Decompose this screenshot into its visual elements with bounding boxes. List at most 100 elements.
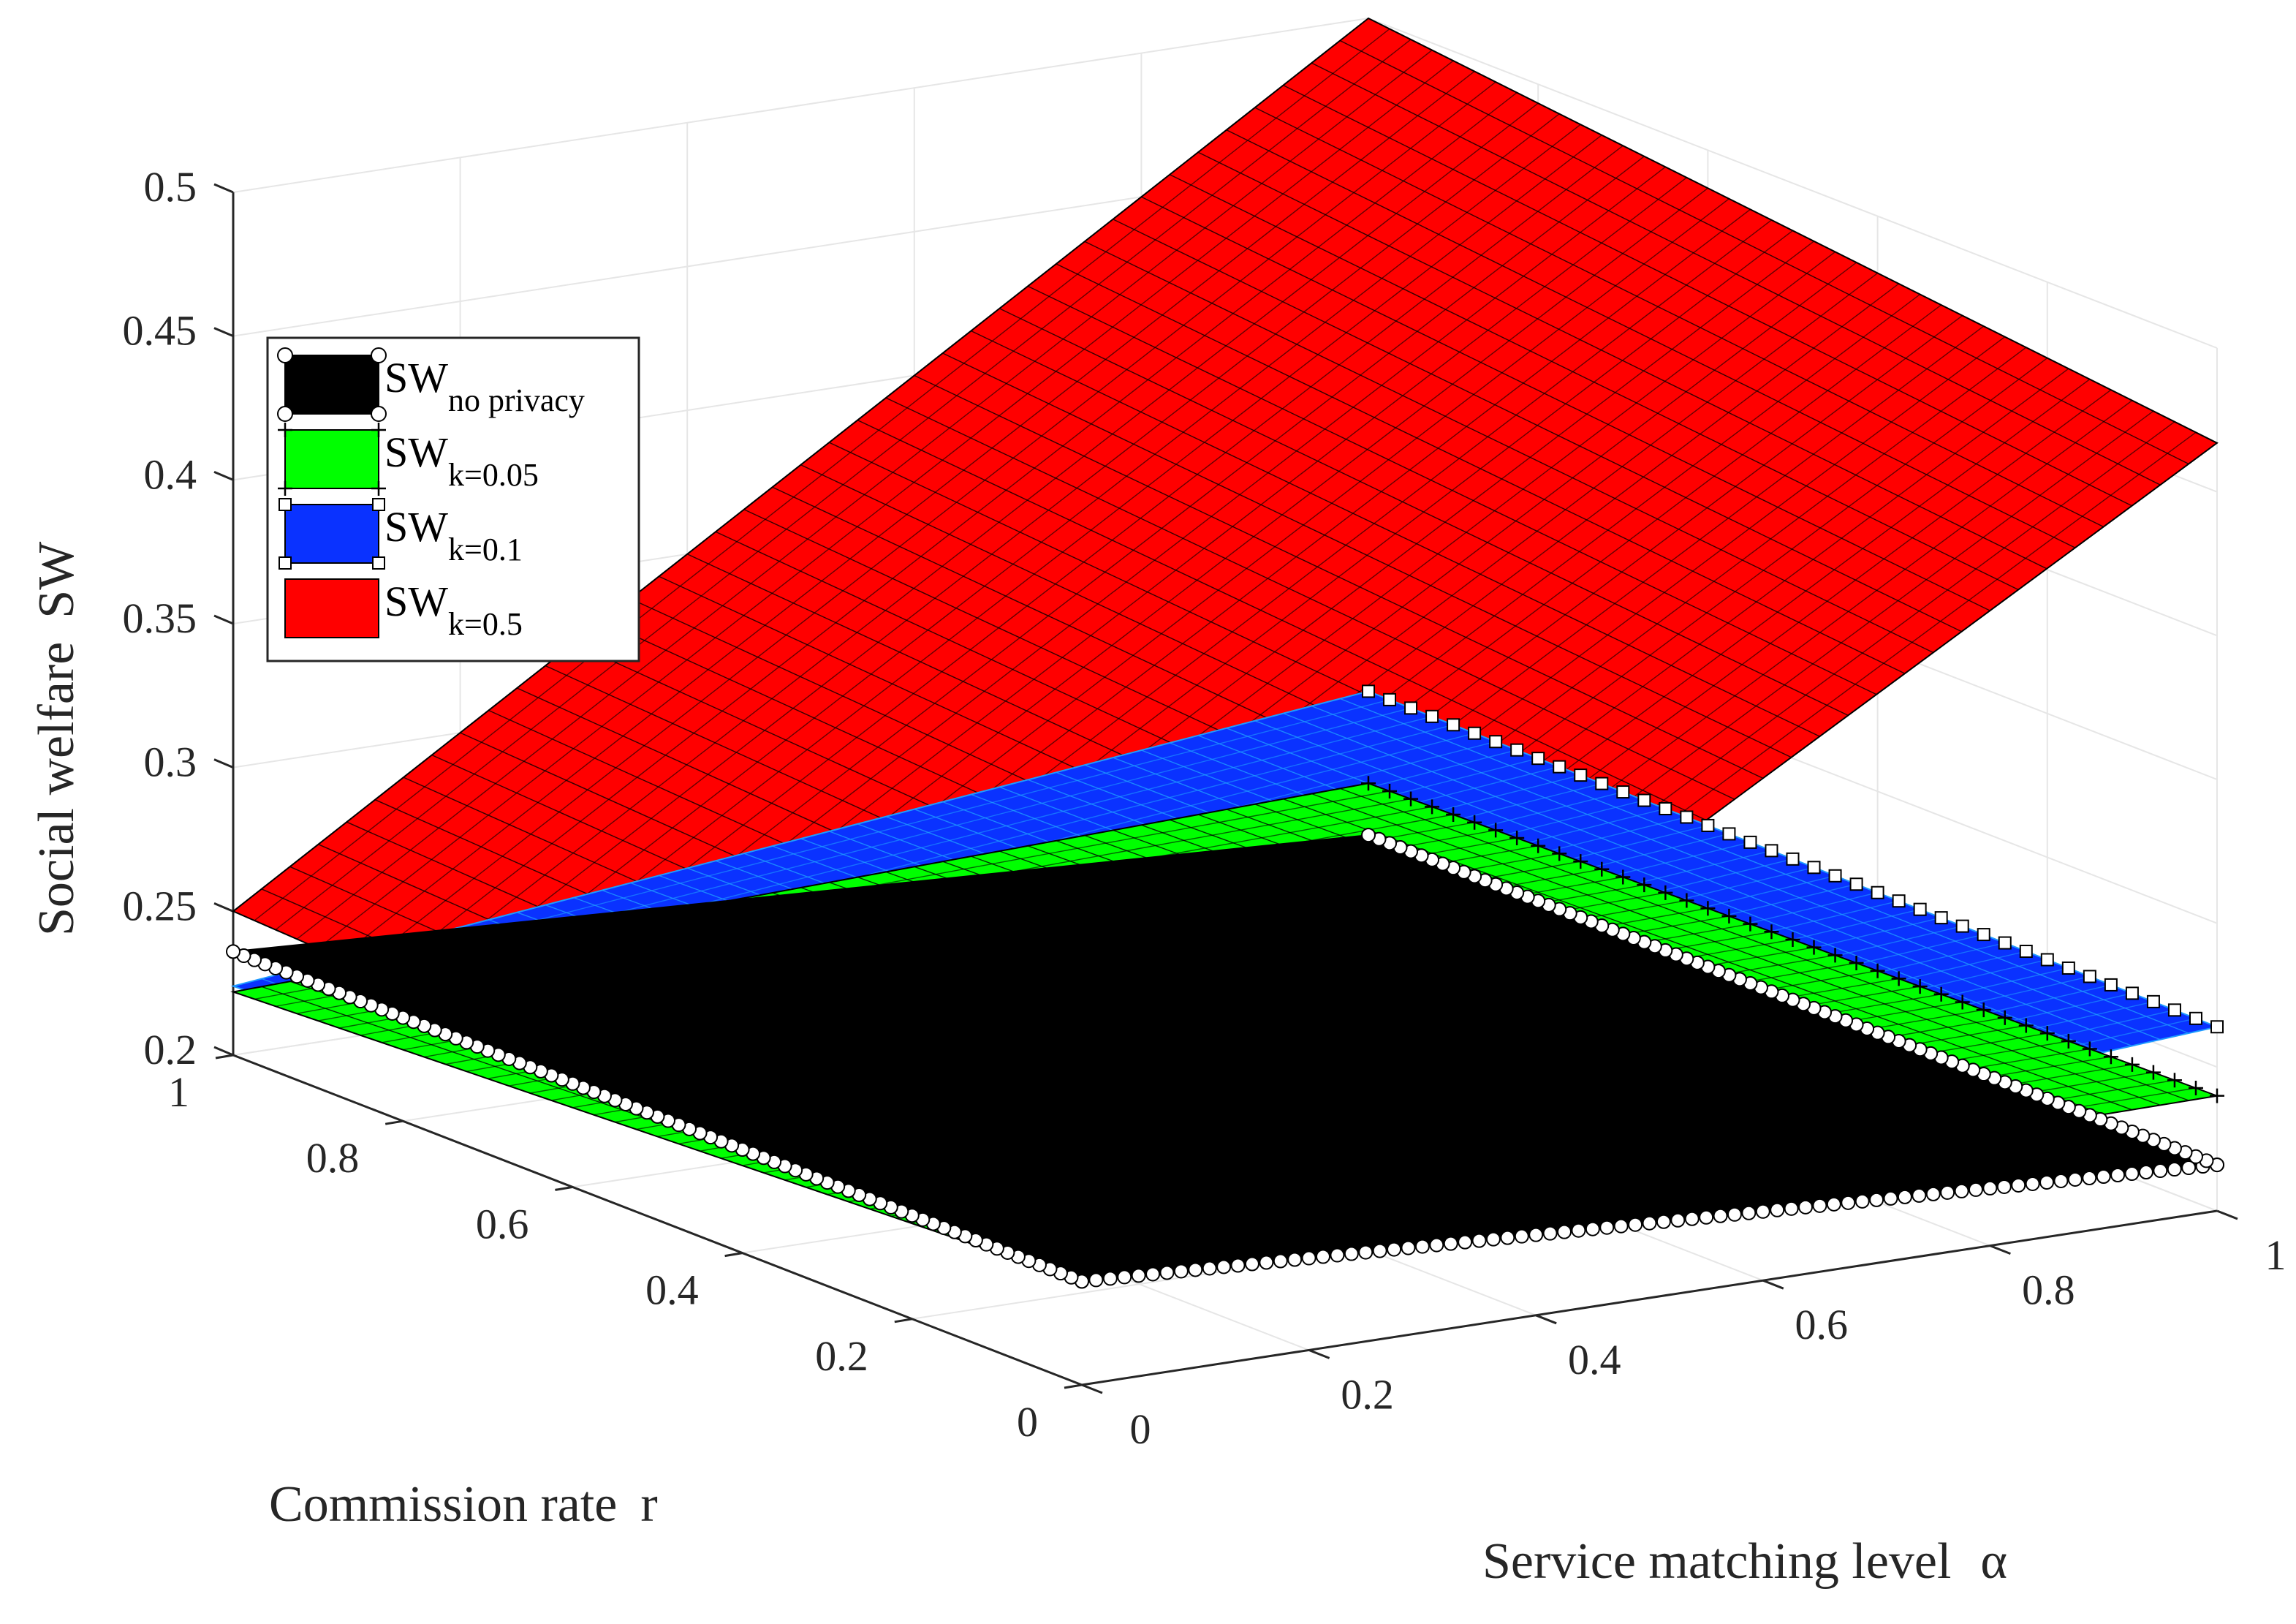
surface-marker xyxy=(1891,971,1906,986)
mesh-line xyxy=(1056,866,1906,1198)
surface-marker xyxy=(1806,940,1822,955)
surface-marker xyxy=(1510,743,1524,757)
surface-marker xyxy=(1117,1269,1132,1285)
mesh-line xyxy=(254,28,1390,921)
surface-marker xyxy=(1940,1185,1955,1200)
surface-marker xyxy=(2138,1165,2153,1180)
mesh-line xyxy=(1283,84,2132,507)
grid-line xyxy=(1368,18,2218,349)
surface-marker xyxy=(2153,1163,2168,1179)
surface-marker xyxy=(1429,1237,1444,1253)
legend-marker xyxy=(279,556,292,570)
surface-marker xyxy=(2146,994,2160,1008)
surface-marker xyxy=(1372,1243,1387,1258)
x-tick xyxy=(1308,1349,1330,1359)
legend-marker xyxy=(372,498,385,511)
mesh-line xyxy=(545,918,1395,1250)
tick-label: 0.45 xyxy=(123,307,197,355)
legend-label: SWk=0.1 xyxy=(384,503,523,567)
surface-marker xyxy=(1954,1183,1969,1198)
x-axis-line xyxy=(1081,1209,2218,1386)
surface-marker xyxy=(1871,885,1884,899)
surface-marker xyxy=(1869,1192,1884,1207)
surface-marker xyxy=(2039,1174,2055,1190)
legend-entry: SWk=0.05 xyxy=(278,423,539,496)
mesh-line xyxy=(261,948,1111,1280)
surface-marker xyxy=(1344,1246,1359,1261)
mesh-line xyxy=(317,60,1454,949)
mesh-line xyxy=(1254,107,2104,528)
y-tick xyxy=(384,1119,403,1125)
surface-marker xyxy=(2210,1088,2224,1103)
surface-marker xyxy=(1557,1224,1572,1239)
mesh-line xyxy=(360,81,1496,967)
x-tick xyxy=(1762,1279,1784,1290)
tick-label: 0.2 xyxy=(1341,1370,1394,1418)
surface-marker xyxy=(1446,807,1461,823)
surface-marker xyxy=(1680,810,1694,824)
surface-marker xyxy=(1387,1242,1402,1257)
mesh-line xyxy=(1084,241,1934,654)
x-tick xyxy=(1989,1245,2011,1255)
surface-marker xyxy=(1173,1264,1189,1279)
surface-marker xyxy=(1425,799,1440,815)
legend-entry: SWno privacy xyxy=(277,347,585,422)
surface-marker xyxy=(1467,815,1482,830)
surface-marker xyxy=(1679,893,1694,908)
mesh-line xyxy=(1339,698,2189,1034)
surface-marker xyxy=(1684,1211,1700,1226)
tick-label: 0.6 xyxy=(476,1200,529,1247)
surface-marker xyxy=(1637,793,1651,807)
legend-swatch xyxy=(284,578,379,638)
surface-marker xyxy=(1088,1272,1104,1288)
surface-marker xyxy=(1599,1220,1615,1235)
surface-marker xyxy=(1743,835,1757,849)
mesh-line xyxy=(1141,196,1990,611)
mesh-line xyxy=(1311,62,2161,486)
mesh-line xyxy=(1283,843,2132,1174)
surface-marker xyxy=(1273,1253,1288,1269)
surface-marker xyxy=(1616,785,1630,799)
surface-marker xyxy=(1358,1245,1374,1260)
surface-marker xyxy=(1488,823,1504,838)
mesh-line xyxy=(1084,864,1934,1195)
surface-marker xyxy=(1741,1205,1757,1220)
legend-marker xyxy=(277,347,293,363)
grid-line xyxy=(232,18,1369,193)
surface-marker xyxy=(1404,701,1418,715)
surface-marker xyxy=(1755,1204,1770,1219)
tick-label: 0 xyxy=(1017,1398,1038,1446)
tick-label: 1 xyxy=(168,1068,189,1116)
surface-marker xyxy=(1670,1212,1686,1228)
surface-marker xyxy=(2103,1049,2118,1065)
mesh-line xyxy=(772,896,1621,1227)
surface-marker xyxy=(1447,718,1460,732)
mesh-line xyxy=(374,936,1224,1268)
surface-marker xyxy=(1870,963,1885,978)
surface-marker xyxy=(2053,1173,2069,1188)
mesh-line xyxy=(971,330,1820,737)
surface-marker xyxy=(1786,852,1800,866)
surface-marker xyxy=(1764,924,1779,940)
surface-marker xyxy=(2189,1011,2202,1025)
surface-marker xyxy=(1316,1249,1331,1264)
mesh-line xyxy=(403,933,1253,1265)
surface-marker xyxy=(1827,948,1843,963)
surface-marker xyxy=(1897,1189,1912,1204)
surface-marker xyxy=(2083,970,2096,983)
surface-marker xyxy=(1658,885,1673,900)
surface-marker xyxy=(1301,1250,1316,1266)
mesh-line xyxy=(466,135,1602,1014)
surface-marker xyxy=(1628,1217,1643,1232)
surface-marker xyxy=(226,944,240,959)
surface-marker xyxy=(1892,894,1906,908)
surface-marker xyxy=(1934,911,1948,925)
surface-marker xyxy=(2011,1177,2026,1193)
tick-label: 0.6 xyxy=(1795,1301,1849,1348)
mesh-line xyxy=(488,924,1338,1256)
legend-marker xyxy=(371,481,386,496)
tick-label: 0 xyxy=(1130,1405,1151,1453)
mesh-line xyxy=(1169,174,2019,591)
surface-marker xyxy=(1361,776,1376,791)
mesh-line xyxy=(346,939,1196,1271)
